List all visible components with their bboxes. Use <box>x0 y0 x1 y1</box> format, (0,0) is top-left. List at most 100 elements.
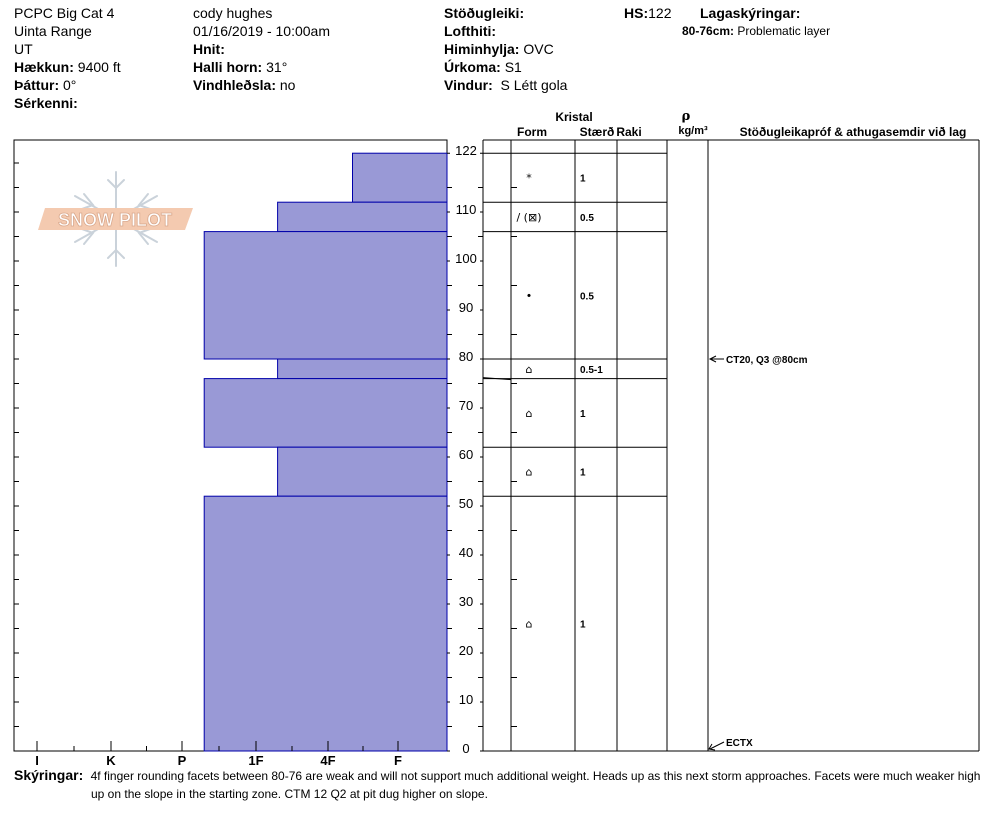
layer-form-5: ⌂ <box>526 466 533 479</box>
layer-size-3: 0.5-1 <box>580 365 603 376</box>
hardness-bar-4 <box>203 378 448 448</box>
observer: cody hughes <box>193 5 273 21</box>
test-arrow-line-1 <box>709 741 725 750</box>
hardness-bar-2 <box>203 231 448 360</box>
header-col-2: cody hughes 01/16/2019 - 10:00am Hnit: H… <box>193 4 330 94</box>
slope: Halli horn: 31° <box>193 59 288 75</box>
depth-label-bg <box>450 399 480 411</box>
crystal-table-rows: * 1 / (⊠) 0.5 • 0.5 ⌂ 0.5-1 ⌂ 1 ⌂ 1 ⌂ 1 <box>482 152 667 727</box>
depth-label-bg <box>450 203 480 215</box>
depth-label-90: 90 <box>459 300 473 315</box>
hardness-label-P: P <box>178 753 187 768</box>
col-form: Form <box>517 125 547 139</box>
test-label-0: CT20, Q3 @80cm <box>726 355 808 366</box>
col-crystal: Kristal <box>555 110 592 124</box>
depth-label-0: 0 <box>462 741 469 756</box>
range: Uinta Range <box>14 23 92 39</box>
location: PCPC Big Cat 4 <box>14 5 115 21</box>
layer-form-6: ⌂ <box>526 618 533 631</box>
layer-size-5: 1 <box>580 468 586 479</box>
comments-line-2: up on the slope in the starting zone. CT… <box>91 787 488 801</box>
hardness-bars <box>203 152 448 752</box>
comments-line-1: Skýringar: 4f finger rounding facets bet… <box>14 767 981 783</box>
datetime: 01/16/2019 - 10:00am <box>193 23 330 39</box>
hardness-bar-1 <box>277 201 448 233</box>
layer-connector <box>482 377 512 381</box>
depth-label-20: 20 <box>459 643 473 658</box>
depth-label-bg <box>450 301 480 313</box>
layer-form-4: ⌂ <box>526 407 533 420</box>
hardness-axis: I K P 1F 4F F <box>35 741 402 768</box>
depth-axis: 0 10 20 30 40 50 60 70 80 90 100 110 122 <box>447 143 483 756</box>
depth-label-40: 40 <box>459 545 473 560</box>
depth-label-80: 80 <box>459 349 473 364</box>
depth-label-110: 110 <box>456 202 477 217</box>
hardness-bar-0 <box>352 152 448 203</box>
layer-form-3: ⌂ <box>526 363 533 376</box>
depth-label-bg <box>450 644 480 656</box>
test-label-1: ECTX <box>726 738 753 749</box>
layer-size-6: 1 <box>580 620 586 631</box>
sky: Himinhylja: OVC <box>444 41 554 57</box>
precip: Úrkoma: S1 <box>444 59 522 75</box>
features: Sérkenni: <box>14 95 78 111</box>
depth-label-bg <box>450 693 480 705</box>
hardness-label-4F: 4F <box>320 753 335 768</box>
hardness-bar-5 <box>277 446 448 497</box>
hardness-bar-3 <box>277 358 448 380</box>
air-temp: Lofthiti: <box>444 23 497 39</box>
depth-label-30: 30 <box>459 594 473 609</box>
stability: Stöðugleiki: <box>444 5 525 21</box>
depth-label-bg <box>450 252 480 264</box>
hardness-label-I: I <box>35 753 39 768</box>
hs: HS:122 <box>624 5 672 21</box>
depth-label-bg <box>450 350 480 362</box>
depth-label-122: 122 <box>455 143 477 158</box>
state: UT <box>14 41 33 57</box>
depth-label-bg <box>450 546 480 558</box>
layer-size-1: 0.5 <box>580 213 594 224</box>
hardness-bar-6 <box>203 495 448 752</box>
layer-size-2: 0.5 <box>580 291 594 302</box>
depth-label-bg <box>450 448 480 460</box>
col-tests: Stöðugleikapróf & athugasemdir við lag <box>740 125 967 139</box>
test-arrow-head-1 <box>708 743 716 751</box>
hardness-label-F: F <box>394 753 402 768</box>
depth-label-bg <box>450 595 480 607</box>
col-density-unit: kg/m³ <box>678 125 708 137</box>
snowpilot-logo: SNOW PILOT <box>38 171 193 267</box>
left-ticks <box>14 162 19 752</box>
coords: Hnit: <box>193 41 225 57</box>
hardness-label-K: K <box>106 753 116 768</box>
layer-form-1: / (⊠) <box>516 211 541 224</box>
layer-form-0: * <box>526 172 532 185</box>
test-arrow-head-0 <box>708 355 717 363</box>
header-col-3: Stöðugleiki: Lofthiti: Himinhylja: OVC Ú… <box>444 4 567 94</box>
legend-item: 80-76cm: Problematic layer <box>682 24 831 38</box>
depth-label-70: 70 <box>459 398 473 413</box>
depth-label-50: 50 <box>459 496 473 511</box>
col-moisture: Raki <box>616 125 641 139</box>
depth-label-60: 60 <box>459 447 473 462</box>
wind: Vindur: S Létt gola <box>444 77 568 93</box>
legend-title: Lagaskýringar: <box>700 5 801 21</box>
stability-tests: CT20, Q3 @80cm ECTX <box>708 355 808 751</box>
logo-text: SNOW PILOT <box>58 210 172 230</box>
elevation: Hækkun: 9400 ft <box>14 59 121 75</box>
col-rho: ρ <box>682 109 691 124</box>
layer-size-0: 1 <box>580 174 586 185</box>
aspect: Þáttur: 0° <box>14 77 77 93</box>
depth-label-bg <box>450 742 480 754</box>
wind-loading: Vindhleðsla: no <box>193 77 296 93</box>
crystal-table <box>482 139 980 752</box>
depth-label-10: 10 <box>459 692 473 707</box>
layer-form-2: • <box>526 289 533 302</box>
col-size: Stærð <box>580 125 615 139</box>
layer-size-4: 1 <box>580 409 586 420</box>
depth-label-100: 100 <box>455 251 477 266</box>
hardness-label-1F: 1F <box>248 753 263 768</box>
depth-label-bg <box>450 144 480 157</box>
depth-label-bg <box>450 497 480 509</box>
header-col-1: PCPC Big Cat 4 Uinta Range UT Hækkun: 94… <box>14 4 121 112</box>
